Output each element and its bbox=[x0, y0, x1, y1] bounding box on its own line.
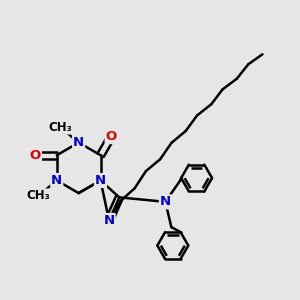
Text: N: N bbox=[51, 174, 62, 187]
Text: N: N bbox=[73, 136, 84, 149]
Text: CH₃: CH₃ bbox=[26, 189, 50, 203]
Text: O: O bbox=[106, 130, 117, 143]
Text: O: O bbox=[30, 149, 41, 162]
Text: CH₃: CH₃ bbox=[48, 121, 72, 134]
Text: N: N bbox=[160, 195, 171, 208]
Text: N: N bbox=[95, 174, 106, 187]
Text: N: N bbox=[103, 214, 115, 227]
